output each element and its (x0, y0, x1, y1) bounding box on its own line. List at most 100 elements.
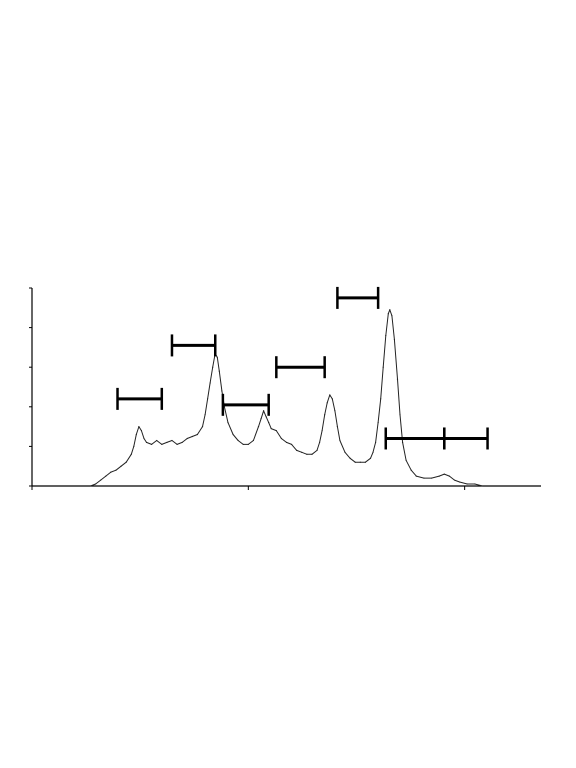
series-point (181, 441, 183, 444)
series-point (285, 441, 288, 444)
series-point (396, 378, 399, 380)
series-point (410, 469, 412, 471)
series-point (207, 398, 209, 400)
series-point (138, 426, 140, 428)
series-point (359, 461, 361, 463)
series-point (191, 435, 193, 438)
series-point (380, 398, 382, 400)
series-point (95, 483, 97, 485)
series-point (171, 439, 173, 442)
series-point (125, 461, 127, 463)
series-point (105, 475, 107, 477)
gate-marker-6 (384, 427, 446, 450)
series-point (301, 451, 303, 453)
series-point (212, 366, 214, 368)
series-point (324, 414, 326, 416)
series-point (438, 475, 440, 477)
series-point (133, 445, 135, 447)
series-point (466, 483, 468, 485)
y-axis (29, 287, 33, 487)
series-point (331, 398, 333, 400)
x-axis (31, 485, 541, 490)
series-point (423, 477, 425, 479)
series-point (247, 443, 249, 446)
series-point (318, 441, 321, 444)
series-point (349, 457, 351, 459)
series-point (156, 439, 158, 442)
series-point (201, 426, 204, 428)
series-point (382, 366, 384, 368)
series-point (389, 309, 391, 311)
series-point (453, 479, 456, 481)
series-point (430, 477, 433, 479)
gate-markers (116, 286, 489, 450)
series-point (257, 426, 260, 428)
series-point (306, 453, 308, 455)
series-point (399, 414, 401, 416)
series-point (186, 437, 188, 440)
series-point (145, 441, 148, 444)
series-point (216, 356, 218, 358)
series-point (415, 475, 417, 477)
series-point (474, 483, 476, 485)
series-point (140, 429, 143, 432)
series-point (252, 439, 255, 442)
series-point (326, 402, 328, 404)
series-point (204, 414, 206, 416)
series-point (176, 443, 178, 446)
gate-marker-3 (221, 393, 270, 416)
series-point (481, 485, 484, 487)
series-point (120, 465, 122, 467)
series-point (334, 410, 336, 412)
series-point (135, 433, 137, 436)
series-point (329, 394, 331, 396)
series-point (290, 443, 293, 446)
series-point (166, 441, 168, 444)
gate-marker-5 (336, 286, 380, 309)
gate-marker-2 (170, 334, 217, 357)
series-point (354, 461, 356, 463)
series-point (339, 439, 341, 442)
series-point (296, 449, 298, 451)
series-point (448, 475, 450, 477)
series-point (316, 449, 318, 451)
series-point (110, 471, 112, 473)
series-point (270, 427, 272, 430)
series-point (311, 453, 313, 455)
series-point (221, 390, 223, 392)
series-point (377, 422, 379, 424)
series-point (369, 457, 372, 459)
gate-marker-7 (443, 427, 489, 450)
series-point (209, 382, 211, 384)
series-point (458, 481, 461, 483)
series-point (161, 443, 163, 446)
series-point (218, 370, 220, 372)
series-point (196, 433, 199, 436)
series-point (372, 451, 374, 453)
series-point (265, 416, 267, 418)
series-point (405, 459, 407, 461)
series-point (443, 473, 445, 475)
series-point (268, 422, 270, 424)
series-point (336, 426, 338, 428)
series-point (262, 410, 265, 412)
series-point (391, 315, 393, 317)
series-point (385, 334, 387, 337)
series-point (151, 443, 153, 446)
series-point (89, 485, 92, 487)
series-point (401, 441, 404, 444)
series-point (344, 451, 346, 453)
series-point (280, 437, 283, 440)
series-point (387, 313, 389, 315)
gate-marker-1 (116, 387, 164, 410)
series-point (374, 441, 377, 444)
series-point (143, 437, 145, 440)
series-point (275, 429, 277, 432)
series-point (237, 439, 239, 442)
series-point (260, 418, 262, 420)
series-point (393, 338, 396, 341)
series-point (115, 469, 117, 471)
series-point (242, 443, 244, 446)
series-point (100, 479, 102, 481)
series-point (130, 453, 132, 455)
